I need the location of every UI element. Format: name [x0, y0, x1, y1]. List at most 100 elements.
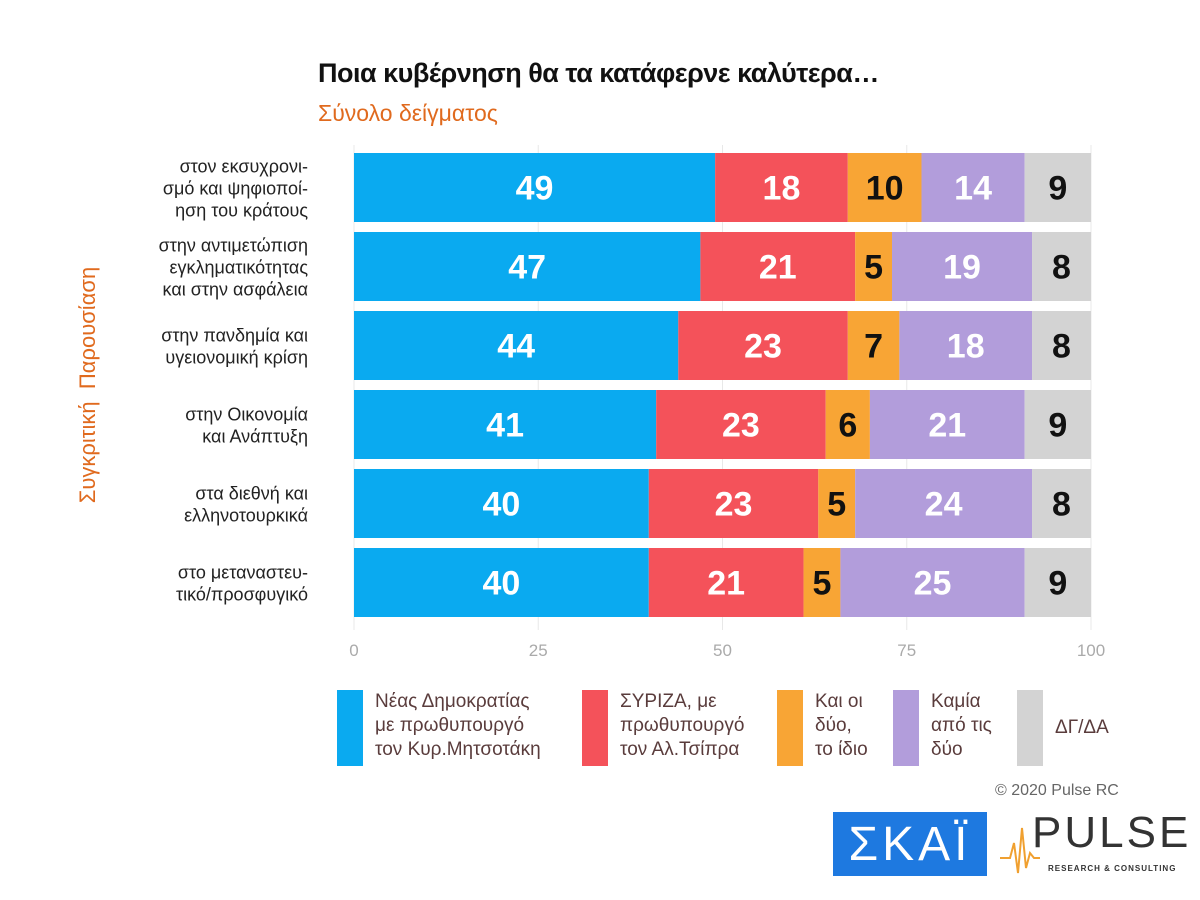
data-label: 18 — [763, 170, 801, 208]
category-label: εγκληματικότητας — [169, 258, 308, 278]
category-label: σμό και ψηφιοποί- — [163, 179, 308, 199]
data-label: 5 — [813, 565, 832, 603]
bar-segment — [656, 390, 826, 459]
legend-item: ΣΥΡΙΖΑ, με πρωθυπουργό τον Αλ.Τσίπρα — [582, 690, 744, 766]
data-label: 7 — [864, 328, 883, 366]
bar-segment — [899, 311, 1033, 380]
category-label: στον εκσυχρονι- — [180, 157, 308, 177]
data-label: 9 — [1048, 565, 1067, 603]
legend-item: Καμία από τις δύο — [893, 690, 992, 766]
skai-logo: ΣΚΑΪ — [833, 812, 987, 876]
category-label: στην αντιμετώπιση — [159, 236, 308, 256]
pulse-logo-text: PULSE — [1032, 808, 1192, 857]
x-tick-label: 25 — [529, 641, 548, 660]
pulse-logo: PULSE RESEARCH & CONSULTING — [1000, 808, 1188, 878]
bar-segment — [855, 232, 893, 301]
data-label: 23 — [744, 328, 782, 366]
bar-segment — [678, 311, 848, 380]
bar-segment — [354, 548, 649, 617]
chart-title: Ποια κυβέρνηση θα τα κατάφερνε καλύτερα… — [318, 58, 879, 88]
x-tick-label: 100 — [1077, 641, 1105, 660]
legend-swatch — [582, 690, 608, 766]
bar-segment — [1024, 390, 1091, 459]
bar-segment — [855, 469, 1033, 538]
category-label: στην Οικονομία — [185, 405, 308, 425]
category-label: ηση του κράτους — [175, 201, 308, 221]
category-label: ελληνοτουρκικά — [184, 506, 308, 526]
bar-segment — [892, 232, 1033, 301]
bar-segment — [1024, 548, 1091, 617]
copyright: © 2020 Pulse RC — [995, 782, 1119, 799]
data-label: 23 — [715, 486, 753, 524]
data-label: 44 — [497, 328, 535, 366]
bar-segment — [354, 153, 716, 222]
data-label: 5 — [827, 486, 846, 524]
bar-segment — [847, 153, 922, 222]
category-label: υγειονομική κρίση — [165, 348, 308, 368]
legend-item: Και οι δύο, το ίδιο — [777, 690, 868, 766]
data-label: 14 — [954, 170, 992, 208]
bar-segment — [648, 469, 819, 538]
bar-segment — [840, 548, 1025, 617]
data-label: 18 — [947, 328, 985, 366]
bar-segment — [803, 548, 841, 617]
legend-item: Νέας Δημοκρατίας με πρωθυπουργό τον Κυρ.… — [337, 690, 541, 766]
category-label: και Ανάπτυξη — [202, 427, 308, 447]
legend-swatch — [1017, 690, 1043, 766]
bar-segment — [1032, 311, 1091, 380]
x-tick-label: 50 — [713, 641, 732, 660]
legend-label: Και οι δύο, το ίδιο — [815, 691, 868, 760]
data-label: 19 — [943, 249, 981, 287]
data-label: 9 — [1048, 407, 1067, 445]
data-label: 10 — [866, 170, 904, 208]
bar-segment — [818, 469, 856, 538]
bar-segment — [354, 232, 701, 301]
chart-subtitle: Σύνολο δείγματος — [318, 100, 498, 126]
data-label: 24 — [925, 486, 963, 524]
bar-segment — [1032, 232, 1091, 301]
bar-segment — [869, 390, 1025, 459]
legend-swatch — [777, 690, 803, 766]
bar-segment — [354, 469, 649, 538]
data-label: 21 — [928, 407, 966, 445]
data-label: 47 — [508, 249, 546, 287]
legend-label: ΔΓ/ΔΑ — [1055, 717, 1109, 738]
x-tick-label: 0 — [349, 641, 358, 660]
x-tick-label: 75 — [897, 641, 916, 660]
legend-label: ΣΥΡΙΖΑ, με πρωθυπουργό τον Αλ.Τσίπρα — [620, 691, 745, 760]
data-label: 49 — [516, 170, 554, 208]
data-label: 21 — [707, 565, 745, 603]
category-label: στην πανδημία και — [161, 326, 308, 346]
data-label: 6 — [838, 407, 857, 445]
pulse-wave-icon — [1000, 827, 1040, 874]
category-label: στο μεταναστευ- — [178, 563, 308, 583]
bar-segment — [648, 548, 804, 617]
bar-segment — [354, 311, 679, 380]
data-label: 25 — [914, 565, 952, 603]
data-label: 40 — [482, 565, 520, 603]
category-label: τικό/προσφυγικό — [176, 585, 308, 605]
bar-segment — [715, 153, 848, 222]
bar-segment — [700, 232, 856, 301]
data-label: 8 — [1052, 328, 1071, 366]
bar-segment — [921, 153, 1025, 222]
legend-label: Καμία από τις δύο — [931, 691, 992, 760]
data-label: 21 — [759, 249, 797, 287]
category-label: στα διεθνή και — [195, 484, 308, 504]
legend-swatch — [337, 690, 363, 766]
data-label: 5 — [864, 249, 883, 287]
data-label: 23 — [722, 407, 760, 445]
data-label: 41 — [486, 407, 524, 445]
legend-item: ΔΓ/ΔΑ — [1017, 690, 1109, 766]
bar-segment — [1024, 153, 1091, 222]
data-label: 8 — [1052, 486, 1071, 524]
bar-segment — [1032, 469, 1091, 538]
bar-segment — [847, 311, 900, 380]
legend-label: Νέας Δημοκρατίας με πρωθυπουργό τον Κυρ.… — [375, 691, 541, 760]
category-label: και στην ασφάλεια — [163, 280, 308, 300]
pulse-logo-subtext: RESEARCH & CONSULTING — [1048, 864, 1177, 873]
data-label: 8 — [1052, 249, 1071, 287]
data-label: 40 — [482, 486, 520, 524]
legend-swatch — [893, 690, 919, 766]
